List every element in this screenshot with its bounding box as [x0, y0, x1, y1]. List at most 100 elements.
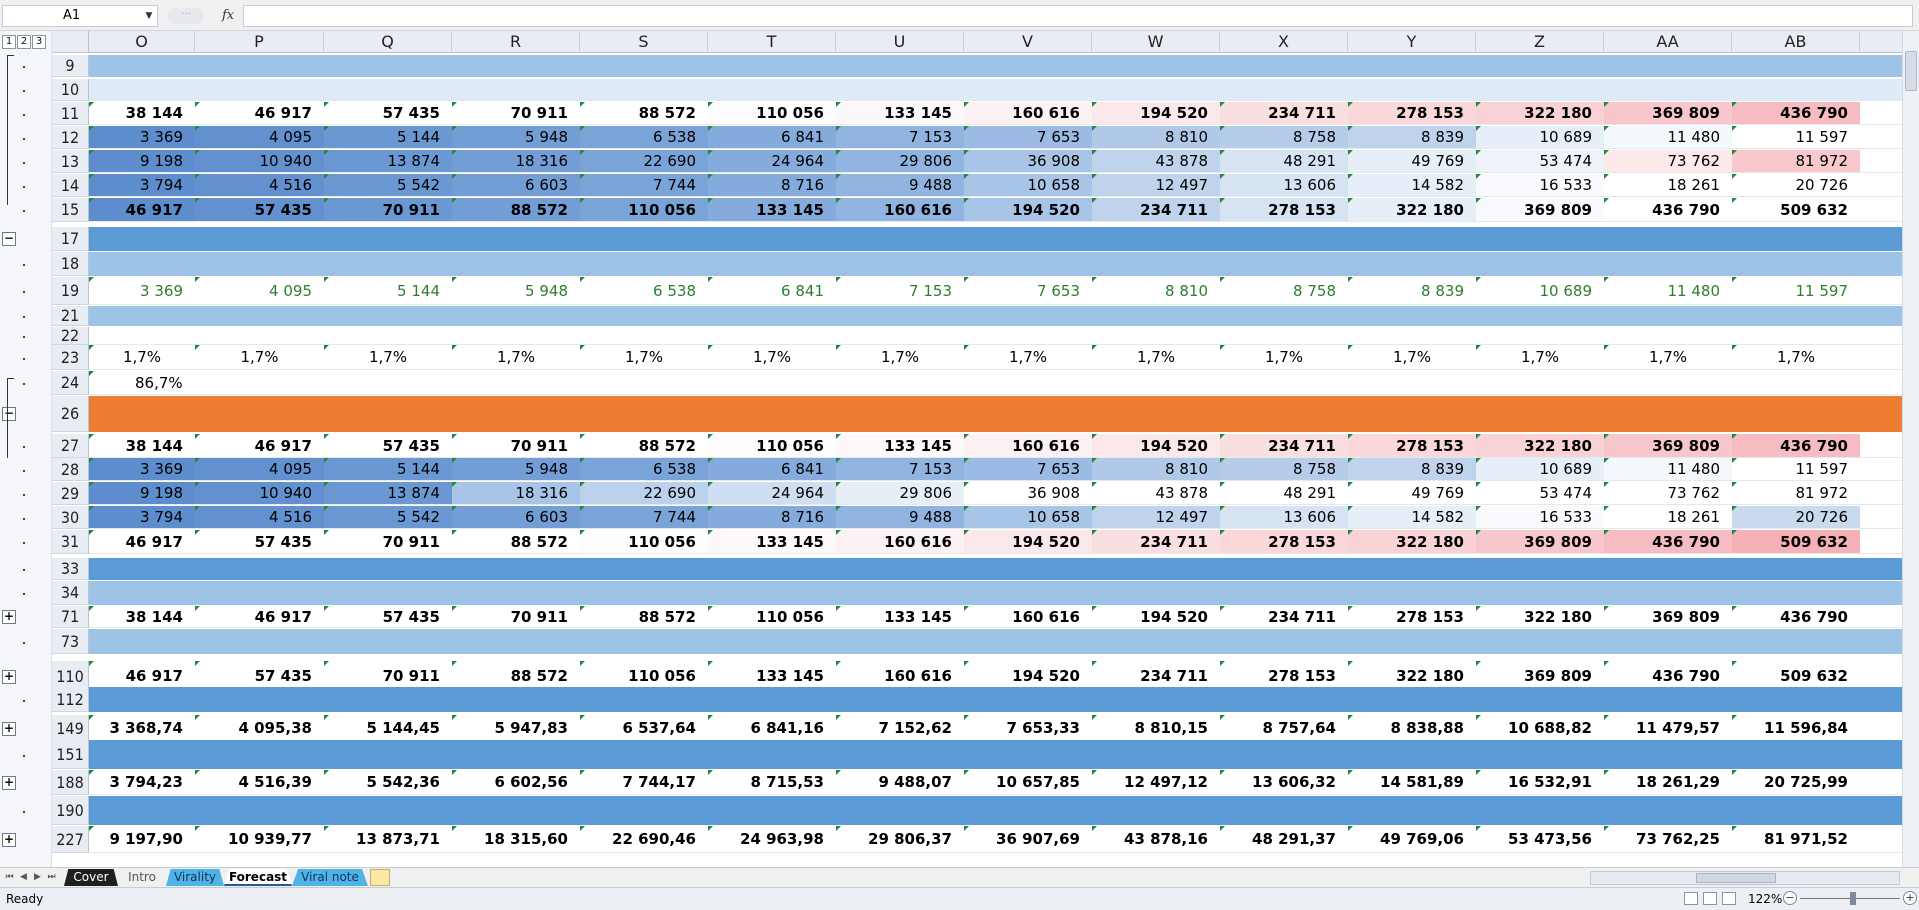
cell[interactable]: 14 582	[1348, 174, 1476, 196]
cell[interactable]: 194 520	[1092, 606, 1220, 627]
cell[interactable]: 8 758	[1220, 126, 1348, 148]
cell[interactable]: 16 533	[1476, 506, 1604, 528]
cell[interactable]: 73 762	[1604, 482, 1732, 504]
cell[interactable]: 7 653	[964, 277, 1092, 304]
expand-group-button[interactable]: +	[2, 669, 16, 684]
cell[interactable]: 12 497	[1092, 506, 1220, 528]
cell[interactable]: 9 198	[89, 150, 195, 172]
cell[interactable]: 8 810	[1092, 126, 1220, 148]
cell[interactable]: 57 435	[324, 606, 452, 627]
cell[interactable]: 5 144	[324, 126, 452, 148]
cell[interactable]: 1,7%	[580, 345, 708, 369]
cell[interactable]: 6 841,16	[708, 715, 836, 741]
cell[interactable]: 13 873,71	[324, 826, 452, 852]
cell[interactable]: 7 744	[580, 174, 708, 196]
cell[interactable]: 36 908	[964, 150, 1092, 172]
row-header[interactable]: 17	[52, 227, 89, 251]
cell[interactable]: 278 153	[1220, 530, 1348, 553]
cell[interactable]: 10 689	[1476, 458, 1604, 480]
column-header-z[interactable]: Z	[1476, 31, 1604, 53]
cell[interactable]: 11 480	[1604, 277, 1732, 304]
row-header[interactable]: 19	[52, 277, 89, 305]
cell[interactable]: 70 911	[324, 530, 452, 553]
cell[interactable]: 322 180	[1476, 102, 1604, 124]
column-header-p[interactable]: P	[195, 31, 324, 53]
cell[interactable]: 18 261	[1604, 506, 1732, 528]
cell[interactable]: 57 435	[195, 530, 324, 553]
cell[interactable]: 46 917	[89, 661, 195, 691]
cell[interactable]: 11 596,84	[1732, 715, 1860, 741]
cell[interactable]: 11 597	[1732, 277, 1860, 304]
cell[interactable]: 7 744,17	[580, 770, 708, 794]
cell[interactable]: 133 145	[836, 102, 964, 124]
cell[interactable]: 88 572	[452, 661, 580, 691]
cell[interactable]: 10 940	[195, 150, 324, 172]
cell[interactable]: 11 597	[1732, 126, 1860, 148]
expand-group-button[interactable]: +	[2, 609, 16, 624]
cell[interactable]: 48 291,37	[1220, 826, 1348, 852]
column-header-ab[interactable]: AB	[1732, 31, 1860, 53]
collapse-group-button[interactable]: −	[2, 406, 16, 421]
cell[interactable]: 43 878,16	[1092, 826, 1220, 852]
zoom-out-button[interactable]: −	[1783, 891, 1797, 905]
cell[interactable]: 133 145	[708, 198, 836, 221]
cell[interactable]: 9 198	[89, 482, 195, 504]
cell[interactable]: 70 911	[324, 661, 452, 691]
cell[interactable]: 24 964	[708, 482, 836, 504]
cell[interactable]: 9 197,90	[89, 826, 195, 852]
cell[interactable]: 369 809	[1604, 102, 1732, 124]
cell[interactable]: 5 948	[452, 126, 580, 148]
cell[interactable]: 48 291	[1220, 150, 1348, 172]
cell[interactable]: 46 917	[89, 198, 195, 221]
cell[interactable]: 88 572	[452, 530, 580, 553]
cell[interactable]: 6 538	[580, 126, 708, 148]
cell[interactable]: 10 658	[964, 506, 1092, 528]
cell[interactable]: 10 658	[964, 174, 1092, 196]
cell[interactable]: 22 690	[580, 150, 708, 172]
next-sheet-icon[interactable]: ▶	[34, 872, 41, 882]
cell[interactable]: 43 878	[1092, 482, 1220, 504]
cell[interactable]: 4 095	[195, 277, 324, 304]
row-header[interactable]: 29	[52, 482, 89, 505]
chevron-down-icon[interactable]: ▼	[145, 11, 153, 21]
cell[interactable]: 18 261	[1604, 174, 1732, 196]
column-header-r[interactable]: R	[452, 31, 580, 53]
cell[interactable]: 5 144,45	[324, 715, 452, 741]
scroll-thumb[interactable]	[1696, 873, 1776, 883]
cell[interactable]: 4 516	[195, 174, 324, 196]
cell[interactable]: 234 711	[1092, 661, 1220, 691]
cell[interactable]: 10 657,85	[964, 770, 1092, 794]
cell[interactable]: 38 144	[89, 102, 195, 124]
cell[interactable]: 13 606	[1220, 506, 1348, 528]
cell[interactable]: 8 839	[1348, 277, 1476, 304]
cell[interactable]: 22 690	[580, 482, 708, 504]
cell[interactable]: 4 095,38	[195, 715, 324, 741]
column-header-q[interactable]: Q	[324, 31, 452, 53]
cell[interactable]: 8 839	[1348, 458, 1476, 480]
cell[interactable]: 36 908	[964, 482, 1092, 504]
cell[interactable]: 322 180	[1348, 530, 1476, 553]
cell[interactable]: 3 369	[89, 126, 195, 148]
cell[interactable]: 133 145	[708, 530, 836, 553]
cell[interactable]: 234 711	[1220, 606, 1348, 627]
cell[interactable]: 1,7%	[964, 345, 1092, 369]
cell[interactable]: 8 838,88	[1348, 715, 1476, 741]
column-header-aa[interactable]: AA	[1604, 31, 1732, 53]
cell[interactable]: 1,7%	[89, 345, 195, 369]
row-header[interactable]: 13	[52, 150, 89, 173]
row-header[interactable]: 21	[52, 306, 89, 326]
cell[interactable]: 436 790	[1732, 434, 1860, 457]
cell[interactable]: 4 516	[195, 506, 324, 528]
cell[interactable]: 509 632	[1732, 661, 1860, 691]
cell[interactable]: 1,7%	[1604, 345, 1732, 369]
cell[interactable]: 70 911	[452, 102, 580, 124]
cell[interactable]: 110 056	[580, 661, 708, 691]
cell[interactable]: 278 153	[1348, 102, 1476, 124]
cell[interactable]: 29 806	[836, 482, 964, 504]
cell[interactable]: 1,7%	[1732, 345, 1860, 369]
insert-function-button[interactable]: fx	[222, 8, 235, 23]
row-header[interactable]: 12	[52, 126, 89, 149]
column-header-w[interactable]: W	[1092, 31, 1220, 53]
cell[interactable]: 436 790	[1604, 530, 1732, 553]
cell[interactable]: 53 473,56	[1476, 826, 1604, 852]
